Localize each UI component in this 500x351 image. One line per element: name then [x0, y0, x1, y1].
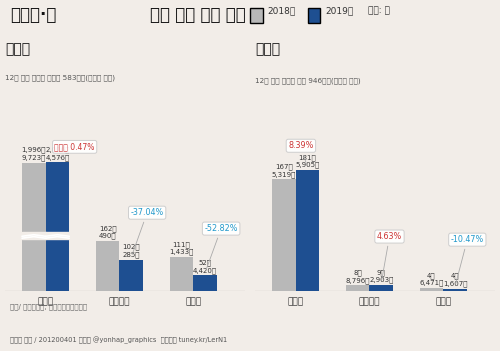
- Text: 52조
4,420억: 52조 4,420억: [193, 259, 217, 273]
- Text: 8조
8,796억: 8조 8,796억: [346, 269, 370, 284]
- Text: 167조
5,319억: 167조 5,319억: [272, 164, 296, 178]
- Text: 스닥 연결 실적 현황: 스닥 연결 실적 현황: [150, 6, 246, 24]
- Text: 코스피·코: 코스피·코: [10, 6, 56, 24]
- Bar: [96, 241, 120, 291]
- Text: 코스피: 코스피: [5, 42, 30, 56]
- Text: 12월 결산 코스피 상장사 583개사(금융업 제외): 12월 결산 코스피 상장사 583개사(금융업 제외): [5, 74, 115, 81]
- Text: 4조
6,471억: 4조 6,471억: [420, 272, 444, 286]
- Text: 자료/ 한국거래소, 한국상장회사협의회: 자료/ 한국거래소, 한국상장회사협의회: [10, 303, 87, 310]
- Bar: [420, 288, 444, 291]
- Bar: [22, 163, 46, 291]
- Text: 순이익: 순이익: [435, 297, 452, 306]
- Text: 102조
285억: 102조 285억: [122, 244, 140, 258]
- Text: 162조
490억: 162조 490억: [99, 225, 116, 239]
- Text: 매출액: 매출액: [288, 297, 304, 306]
- Text: 2018년: 2018년: [268, 6, 296, 15]
- Bar: [296, 170, 319, 291]
- Text: 영업이익: 영업이익: [108, 298, 130, 307]
- Text: 2,006조
4,576억: 2,006조 4,576억: [45, 146, 70, 161]
- Text: 순이익: 순이익: [185, 298, 202, 307]
- Bar: [370, 285, 393, 291]
- Text: 증감률 0.47%: 증감률 0.47%: [54, 143, 95, 158]
- FancyBboxPatch shape: [308, 8, 320, 23]
- Text: 181조
5,905억: 181조 5,905억: [296, 154, 320, 168]
- Text: 코스닥: 코스닥: [255, 42, 280, 56]
- Bar: [444, 289, 467, 291]
- Text: 8.39%: 8.39%: [288, 141, 314, 165]
- Text: -10.47%: -10.47%: [450, 235, 484, 284]
- FancyBboxPatch shape: [250, 8, 262, 23]
- Text: 9조
2,903억: 9조 2,903억: [369, 269, 394, 283]
- Text: 영업이익: 영업이익: [358, 297, 380, 306]
- Bar: [346, 285, 370, 291]
- Bar: [170, 257, 194, 291]
- Text: 12월 결산 코스닥 법인 946개사(금융업 제외): 12월 결산 코스닥 법인 946개사(금융업 제외): [255, 77, 360, 84]
- Text: -52.82%: -52.82%: [204, 224, 238, 270]
- Bar: [272, 179, 295, 291]
- Text: 4조
1,607억: 4조 1,607억: [443, 272, 468, 287]
- Text: 4.63%: 4.63%: [377, 232, 402, 280]
- Text: 장예진 기자 / 201200401 트위터 @yonhap_graphics  페이스북 tuney.kr/LerN1: 장예진 기자 / 201200401 트위터 @yonhap_graphics …: [10, 336, 227, 344]
- Bar: [120, 260, 143, 291]
- Text: 2019년: 2019년: [325, 6, 353, 15]
- Text: 단위: 원: 단위: 원: [368, 6, 390, 15]
- Text: -37.04%: -37.04%: [130, 208, 164, 254]
- Text: 111조
1,433억: 111조 1,433억: [170, 241, 194, 256]
- Bar: [46, 162, 69, 291]
- Text: 1,996조
9,723억: 1,996조 9,723억: [22, 147, 46, 161]
- Bar: [194, 275, 217, 291]
- Text: 매출액: 매출액: [38, 298, 54, 307]
